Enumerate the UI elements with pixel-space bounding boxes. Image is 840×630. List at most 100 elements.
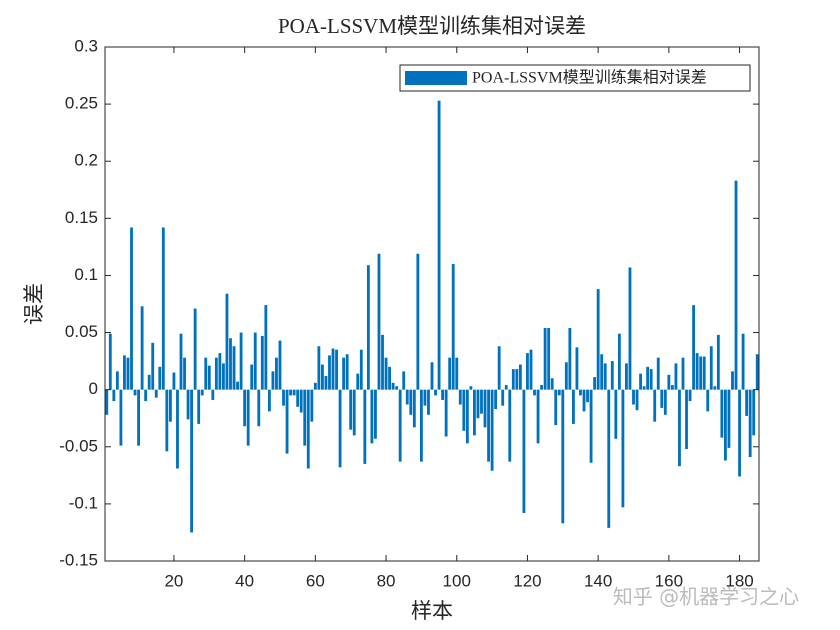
bar: [540, 385, 544, 390]
bar: [112, 389, 116, 402]
bar: [271, 371, 275, 390]
bar: [628, 267, 632, 390]
bar: [533, 389, 536, 396]
bar: [204, 357, 208, 390]
bar: [119, 389, 123, 446]
bar: [313, 382, 317, 390]
bar: [593, 377, 597, 390]
bar: [151, 342, 155, 390]
bar: [126, 357, 130, 390]
bar: [526, 353, 529, 390]
bar: [402, 371, 406, 390]
bar: [564, 362, 568, 390]
y-tick-label: 0: [89, 379, 98, 398]
bar: [239, 332, 243, 390]
bar: [306, 389, 310, 469]
bar: [731, 371, 734, 390]
bar: [179, 333, 183, 390]
bar: [299, 389, 303, 413]
bar: [427, 389, 430, 415]
bar: [720, 389, 724, 438]
bar: [384, 357, 388, 390]
axes-box: [104, 46, 760, 562]
bar: [423, 389, 427, 406]
bar: [190, 389, 194, 533]
x-tick-label: 120: [513, 571, 541, 590]
y-tick-label: 0.25: [65, 94, 98, 113]
bar: [444, 389, 448, 437]
y-tick-label: -0.1: [69, 493, 98, 512]
bar: [176, 389, 179, 469]
bar: [342, 357, 346, 390]
bar: [575, 347, 579, 390]
bar: [716, 334, 720, 390]
bar: [161, 227, 165, 390]
x-tick-label: 20: [164, 571, 183, 590]
bar: [363, 389, 367, 464]
bar: [222, 363, 225, 390]
bar: [282, 389, 285, 406]
bar: [635, 389, 639, 411]
bar: [200, 389, 204, 396]
plot-area: [105, 47, 759, 561]
bar: [550, 378, 554, 390]
bar: [511, 369, 515, 390]
bar: [476, 389, 480, 419]
bar: [617, 333, 621, 390]
bar: [734, 180, 738, 390]
bar: [275, 357, 278, 390]
bar: [331, 348, 335, 390]
bar: [483, 389, 487, 428]
bar: [497, 346, 501, 390]
bar: [473, 389, 476, 436]
bar: [745, 389, 749, 416]
bar: [229, 338, 232, 390]
bar: [660, 389, 664, 408]
bar: [582, 389, 586, 412]
y-tick-label: 0.15: [65, 208, 98, 227]
bar: [681, 357, 685, 390]
bar: [571, 389, 575, 424]
bar: [706, 389, 710, 412]
bar: [685, 389, 688, 450]
y-tick-label: -0.05: [59, 436, 98, 455]
bar: [451, 264, 455, 390]
bar: [727, 389, 731, 448]
bar: [398, 389, 402, 462]
bar: [207, 365, 211, 390]
x-tick-label: 180: [725, 571, 753, 590]
bar: [349, 389, 353, 430]
bar: [243, 389, 247, 427]
bar: [183, 357, 186, 390]
bar: [695, 353, 699, 390]
bar: [709, 346, 713, 390]
bar: [105, 389, 109, 415]
bar: [356, 373, 360, 390]
bar: [165, 389, 169, 452]
bar: [748, 389, 752, 458]
bar: [579, 389, 582, 396]
bar: [501, 389, 505, 406]
bar: [469, 386, 473, 390]
bar: [303, 389, 307, 446]
bar: [692, 305, 696, 390]
bar: [172, 372, 176, 390]
bar: [738, 389, 741, 477]
bar: [388, 366, 391, 390]
bar: [374, 389, 377, 439]
bar: [338, 389, 342, 468]
bar: [310, 389, 314, 422]
bar: [547, 327, 551, 390]
bar: [232, 346, 236, 390]
bar: [614, 389, 618, 439]
bar: [490, 389, 494, 471]
bar: [667, 374, 671, 390]
bar: [292, 389, 296, 396]
bar: [515, 369, 519, 390]
bar: [699, 356, 703, 390]
bar: [366, 265, 370, 390]
bar: [656, 357, 660, 390]
bar: [381, 334, 384, 390]
bar: [448, 357, 452, 390]
bar: [678, 389, 681, 467]
